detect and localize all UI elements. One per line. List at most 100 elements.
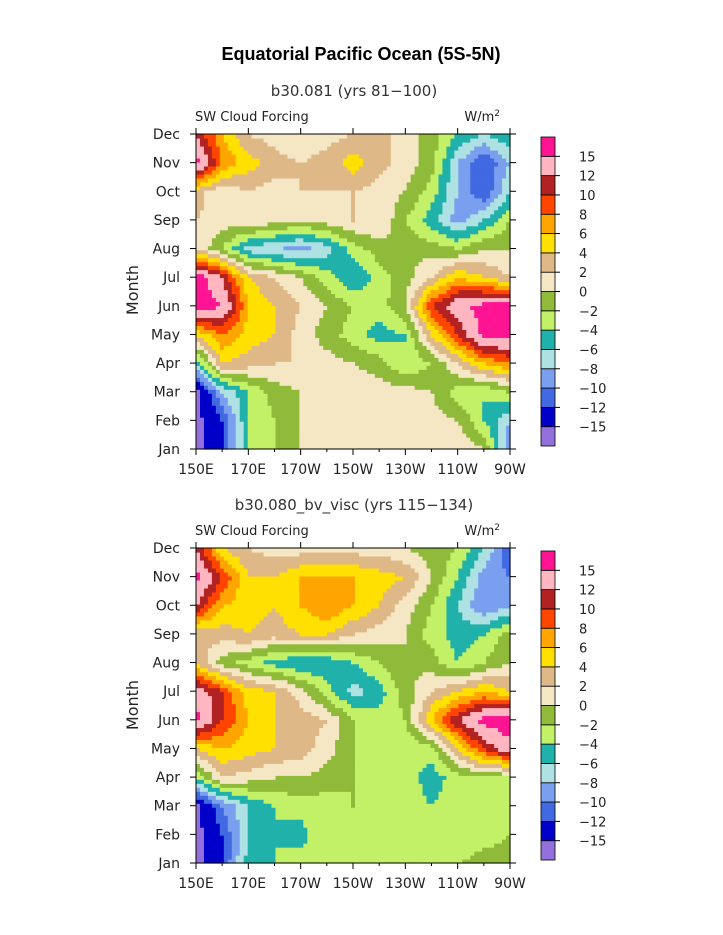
contour-cell	[295, 301, 300, 307]
contour-cell	[474, 253, 479, 259]
contour-cell	[358, 361, 364, 366]
contour-cell	[494, 341, 499, 346]
contour-cell	[386, 237, 392, 243]
contour-cell	[430, 393, 436, 398]
contour-cell	[263, 397, 269, 402]
contour-cell	[390, 257, 396, 263]
contour-cell	[466, 373, 471, 378]
contour-cell	[446, 397, 451, 402]
contour-cell	[291, 281, 296, 287]
contour-cell	[347, 265, 352, 271]
contour-cell	[267, 313, 273, 319]
contour-cell	[498, 361, 503, 366]
contour-cell	[251, 221, 257, 227]
contour-cell	[390, 245, 396, 251]
contour-cell	[351, 385, 356, 390]
contour-cell	[307, 421, 312, 426]
contour-cell	[438, 377, 444, 382]
contour-cell	[394, 421, 400, 426]
contour-cell	[307, 201, 312, 207]
contour-cell	[406, 385, 412, 390]
contour-cell	[223, 405, 229, 410]
contour-cell	[434, 281, 440, 287]
contour-cell	[239, 357, 245, 362]
contour-cell	[211, 301, 217, 307]
contour-cell	[458, 317, 463, 323]
contour-cell	[315, 245, 320, 251]
contour-cell	[327, 337, 332, 342]
contour-cell	[378, 309, 384, 315]
contour-cell	[327, 245, 332, 251]
contour-cell	[366, 345, 372, 350]
contour-cell	[494, 197, 499, 203]
contour-cell	[347, 441, 352, 446]
contour-cell	[394, 349, 400, 354]
contour-cell	[466, 213, 471, 219]
contour-cell	[299, 257, 304, 263]
contour-cell	[402, 397, 408, 402]
contour-cell	[354, 437, 360, 442]
contour-cell	[426, 373, 432, 378]
contour-cell	[203, 369, 209, 374]
contour-cell	[482, 429, 487, 434]
contour-cell	[243, 321, 249, 326]
contour-cell	[295, 409, 300, 414]
contour-cell	[323, 281, 328, 287]
contour-cell	[247, 425, 253, 430]
contour-cell	[458, 365, 463, 370]
contour-cell	[474, 249, 479, 255]
contour-cell	[279, 317, 285, 323]
contour-cell	[347, 437, 352, 442]
contour-cell	[470, 241, 475, 247]
contour-cell	[199, 213, 205, 219]
contour-cell	[267, 405, 273, 410]
contour-cell	[438, 333, 444, 338]
contour-cell	[450, 201, 455, 207]
contour-cell	[362, 357, 368, 362]
contour-cell	[255, 309, 261, 315]
contour-cell	[327, 217, 332, 223]
contour-cell	[323, 213, 328, 219]
contour-cell	[394, 245, 400, 251]
contour-cell	[418, 285, 424, 291]
contour-cell	[283, 301, 289, 307]
contour-cell	[390, 241, 396, 247]
contour-cell	[450, 405, 455, 410]
contour-cell	[446, 229, 451, 235]
contour-cell	[339, 297, 344, 303]
contour-cell	[390, 425, 396, 430]
contour-cell	[478, 409, 483, 414]
contour-cell	[418, 425, 424, 430]
contour-cell	[470, 229, 475, 235]
contour-cell	[474, 257, 479, 263]
contour-cell	[271, 401, 277, 406]
contour-cell	[482, 381, 487, 386]
contour-cell	[454, 265, 459, 271]
contour-cell	[426, 317, 432, 323]
contour-cell	[287, 401, 292, 406]
contour-cell	[366, 357, 372, 362]
contour-cell	[211, 233, 217, 239]
contour-cell	[315, 409, 320, 414]
contour-cell	[255, 433, 261, 438]
contour-cell	[303, 369, 308, 374]
contour-cell	[502, 205, 507, 211]
contour-cell	[211, 237, 217, 243]
contour-cell	[486, 285, 491, 291]
contour-cell	[386, 389, 392, 394]
contour-cell	[470, 429, 475, 434]
contour-cell	[299, 317, 304, 323]
contour-cell	[486, 393, 491, 398]
contour-cell	[307, 377, 312, 382]
contour-cell	[430, 361, 436, 366]
contour-cell	[291, 413, 296, 418]
contour-cell	[402, 313, 408, 319]
contour-cell	[319, 337, 324, 342]
contour-cell	[299, 225, 304, 231]
contour-cell	[418, 409, 424, 414]
contour-cell	[243, 213, 249, 219]
contour-cell	[315, 269, 320, 275]
contour-cell	[255, 429, 261, 434]
contour-cell	[434, 337, 440, 342]
contour-cell	[235, 285, 241, 291]
